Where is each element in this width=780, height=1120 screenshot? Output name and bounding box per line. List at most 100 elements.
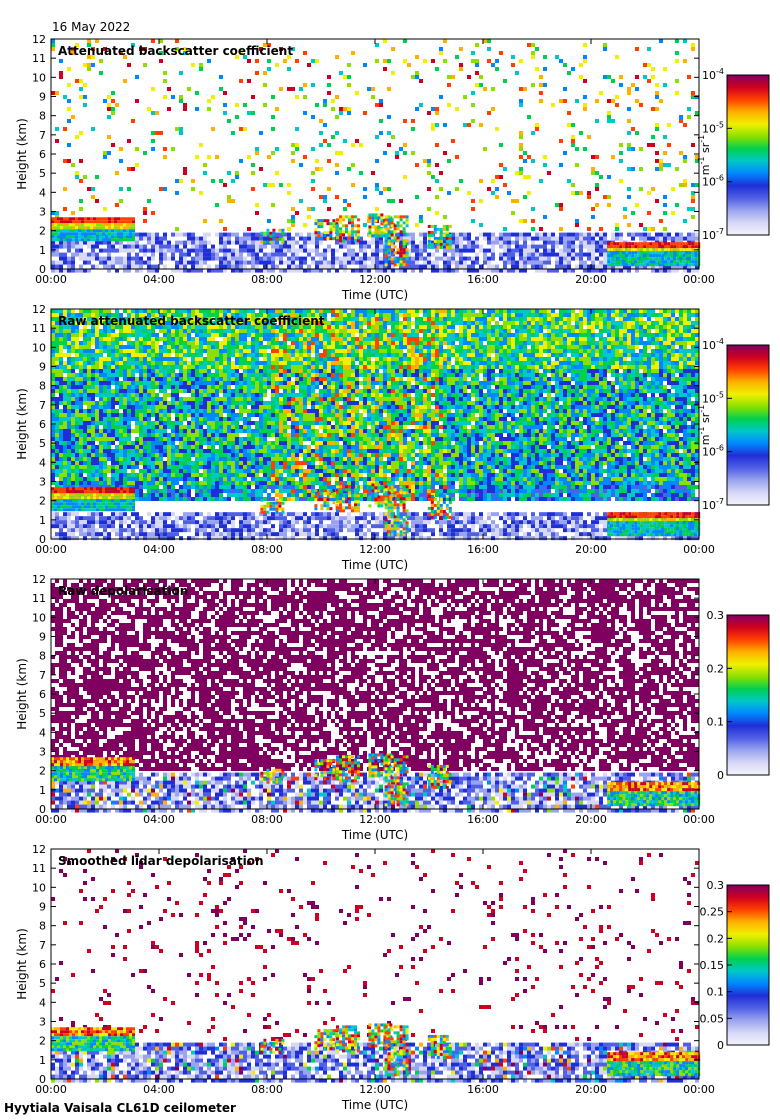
x-tick-label: 12:00	[359, 273, 391, 286]
y-tick-label: 0	[39, 803, 46, 816]
x-tick-label: 04:00	[143, 543, 175, 556]
colorbar-tick-label: 0.1	[707, 986, 725, 999]
x-tick-label: 08:00	[251, 543, 283, 556]
x-tick-label: 00:00	[35, 543, 67, 556]
y-tick-label: 5	[39, 977, 46, 990]
heatmap-field	[51, 309, 701, 541]
colorbar-tick-label: 10-4	[702, 337, 724, 352]
y-tick-label: 0	[39, 263, 46, 276]
y-axis-label: Height (km)	[15, 658, 29, 729]
x-tick-label: 00:00	[35, 273, 67, 286]
colorbar-tick-label: 0.3	[707, 879, 725, 892]
y-tick-label: 5	[39, 707, 46, 720]
x-tick-label: 20:00	[575, 543, 607, 556]
heatmap-field	[51, 579, 701, 813]
y-tick-label: 8	[39, 920, 46, 933]
x-tick-label: 16:00	[467, 543, 499, 556]
y-tick-label: 8	[39, 650, 46, 663]
x-tick-label: 08:00	[251, 273, 283, 286]
instrument-caption: Hyytiala Vaisala CL61D ceilometer	[4, 1101, 236, 1115]
y-tick-label: 11	[32, 592, 46, 605]
y-axis-label: Height (km)	[15, 928, 29, 999]
colorbar: 0 0.05 0.1 0.15 0.2 0.25 0.3	[700, 879, 770, 1052]
colorbar-tick-label: 0.15	[700, 959, 725, 972]
y-tick-label: 10	[32, 881, 46, 894]
x-axis-label: Time (UTC)	[341, 1098, 408, 1112]
y-tick-label: 12	[32, 33, 46, 46]
date-label: 16 May 2022	[52, 20, 130, 34]
colorbar-tick-label: 0.3	[707, 609, 725, 622]
colorbar-unit-label: m-1 sr-1	[697, 135, 712, 175]
x-tick-label: 16:00	[467, 1083, 499, 1096]
y-tick-label: 9	[39, 361, 46, 374]
x-tick-label: 12:00	[359, 1083, 391, 1096]
y-tick-label: 3	[39, 206, 46, 219]
colorbar-tick-label: 10-7	[702, 227, 724, 242]
y-tick-label: 12	[32, 843, 46, 856]
colorbar: 0 0.1 0.2 0.3	[707, 609, 770, 782]
y-tick-label: 3	[39, 746, 46, 759]
y-tick-label: 3	[39, 1016, 46, 1029]
y-tick-label: 7	[39, 129, 46, 142]
colorbar-unit-label: m-1 sr-1	[697, 405, 712, 445]
x-tick-label: 00:00	[683, 543, 715, 556]
y-tick-label: 2	[39, 495, 46, 508]
y-tick-label: 6	[39, 148, 46, 161]
y-tick-label: 2	[39, 225, 46, 238]
colorbar: 10-7 10-6 10-5 10-4 m-1 sr-1	[697, 67, 770, 242]
y-tick-label: 0	[39, 533, 46, 546]
colorbar-tick-label: 0	[717, 1039, 724, 1052]
y-tick-label: 4	[39, 996, 46, 1009]
y-axis-label: Height (km)	[15, 388, 29, 459]
x-tick-label: 00:00	[683, 1083, 715, 1096]
colorbar-tick-label: 0.25	[700, 906, 725, 919]
x-tick-label: 20:00	[575, 273, 607, 286]
y-tick-label: 10	[32, 71, 46, 84]
y-axis-label: Height (km)	[15, 118, 29, 189]
y-tick-label: 2	[39, 765, 46, 778]
colorbar-tick-label: 0.2	[707, 662, 725, 675]
heatmap-field	[51, 849, 701, 1083]
panel-title: Raw attenuated backscatter coefficient	[58, 314, 325, 328]
y-tick-label: 5	[39, 167, 46, 180]
x-tick-label: 08:00	[251, 813, 283, 826]
x-tick-label: 00:00	[35, 813, 67, 826]
colorbar-tick-label: 0.2	[707, 932, 725, 945]
y-tick-label: 1	[39, 244, 46, 257]
y-tick-label: 6	[39, 688, 46, 701]
y-tick-label: 1	[39, 514, 46, 527]
colorbar-tick-label: 10-4	[702, 67, 724, 82]
y-tick-label: 2	[39, 1035, 46, 1048]
x-tick-label: 04:00	[143, 273, 175, 286]
y-tick-label: 12	[32, 573, 46, 586]
colorbar-tick-label: 10-6	[702, 444, 724, 459]
x-tick-label: 16:00	[467, 813, 499, 826]
y-tick-label: 1	[39, 1054, 46, 1067]
y-tick-label: 11	[32, 322, 46, 335]
y-tick-label: 4	[39, 456, 46, 469]
heatmap-field	[51, 39, 701, 273]
colorbar-tick-label: 0	[717, 769, 724, 782]
y-tick-label: 11	[32, 862, 46, 875]
colorbar-tick-label: 0.1	[707, 716, 725, 729]
colorbar-tick-label: 10-5	[702, 120, 724, 135]
y-tick-label: 4	[39, 186, 46, 199]
y-tick-label: 1	[39, 784, 46, 797]
x-tick-label: 04:00	[143, 1083, 175, 1096]
y-tick-label: 9	[39, 631, 46, 644]
x-tick-label: 12:00	[359, 813, 391, 826]
y-tick-label: 6	[39, 958, 46, 971]
y-tick-label: 10	[32, 611, 46, 624]
y-tick-label: 7	[39, 669, 46, 682]
y-tick-label: 4	[39, 726, 46, 739]
x-tick-label: 12:00	[359, 543, 391, 556]
y-tick-label: 6	[39, 418, 46, 431]
x-axis-label: Time (UTC)	[341, 558, 408, 572]
x-axis-label: Time (UTC)	[341, 288, 408, 302]
panel-title: Raw depolarisation	[58, 584, 188, 598]
colorbar-tick-label: 0.05	[700, 1012, 725, 1025]
